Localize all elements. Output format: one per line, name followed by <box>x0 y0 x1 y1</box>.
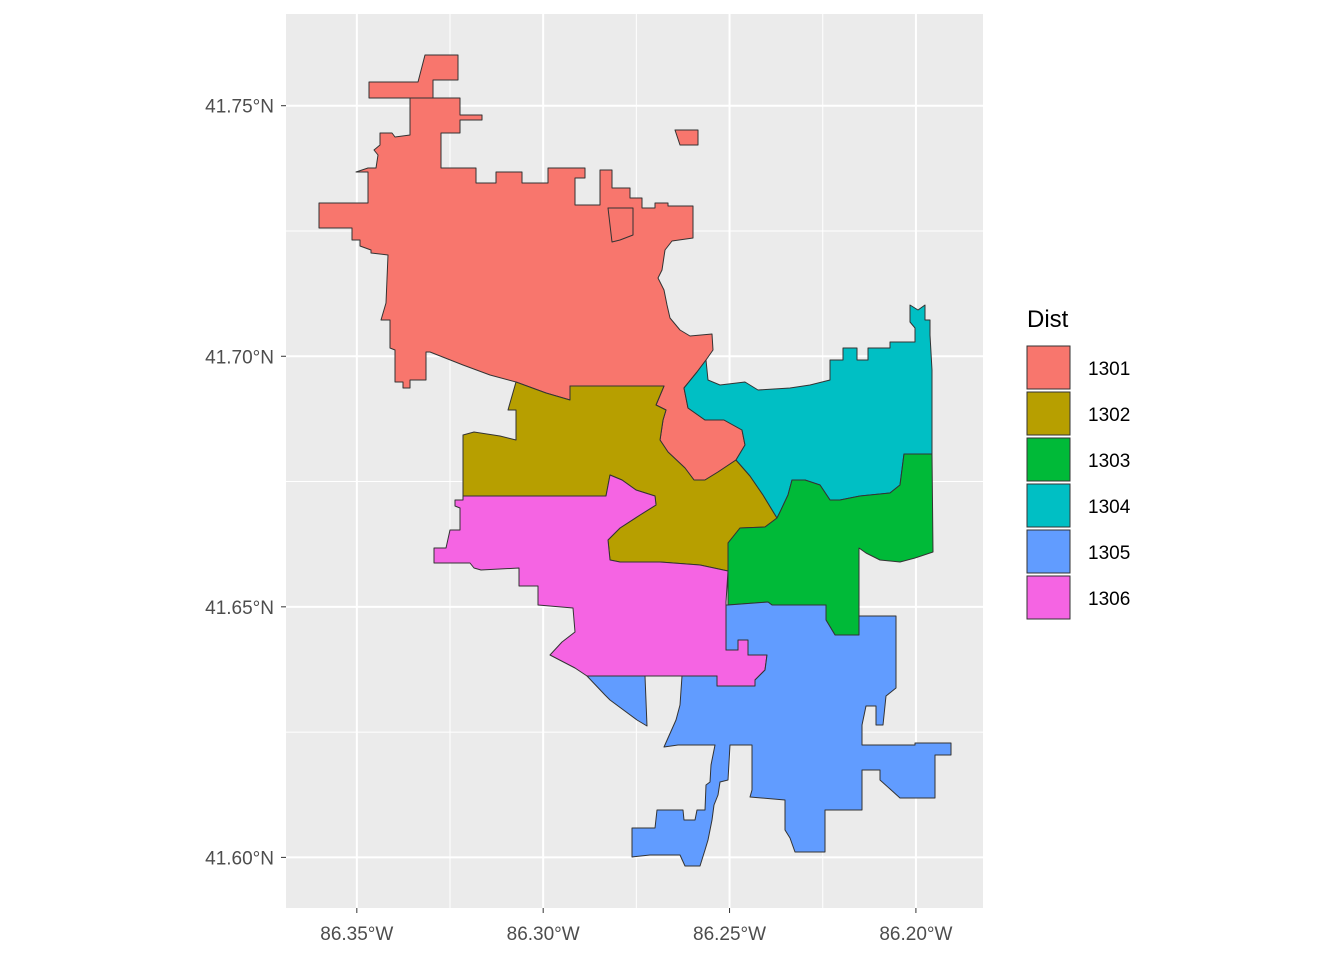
legend-label-1302: 1302 <box>1088 405 1130 426</box>
x-tick-label: 86.25°W <box>693 924 766 945</box>
legend-title: Dist <box>1027 306 1069 333</box>
y-tick-label: 41.75°N <box>205 97 274 118</box>
legend-label-1305: 1305 <box>1088 543 1130 564</box>
y-tick-label: 41.70°N <box>205 347 274 368</box>
district-1304-polygon <box>683 304 933 519</box>
legend-label-1306: 1306 <box>1088 589 1130 610</box>
x-axis: 86.35°W 86.30°W 86.25°W 86.20°W <box>320 908 953 945</box>
x-tick-label: 86.30°W <box>507 924 580 945</box>
y-tick-label: 41.65°N <box>205 598 274 619</box>
legend-label-1303: 1303 <box>1088 451 1130 472</box>
legend-key-1302 <box>1026 391 1071 436</box>
x-tick-label: 86.20°W <box>879 924 952 945</box>
legend-key-1306 <box>1026 575 1071 620</box>
y-axis: 41.75°N 41.70°N 41.65°N 41.60°N <box>205 97 286 869</box>
y-tick-label: 41.60°N <box>205 848 274 869</box>
legend: Dist 1301 1302 1303 1304 1305 1306 <box>1026 306 1131 620</box>
legend-label-1301: 1301 <box>1088 359 1130 380</box>
district-1305-polygon <box>586 601 952 867</box>
x-tick-label: 86.35°W <box>320 924 393 945</box>
district-polygons <box>318 54 952 867</box>
legend-key-1303 <box>1026 437 1071 482</box>
legend-key-1301 <box>1026 345 1071 390</box>
legend-key-1304 <box>1026 483 1071 528</box>
legend-key-1305 <box>1026 529 1071 574</box>
legend-label-1304: 1304 <box>1088 497 1131 518</box>
